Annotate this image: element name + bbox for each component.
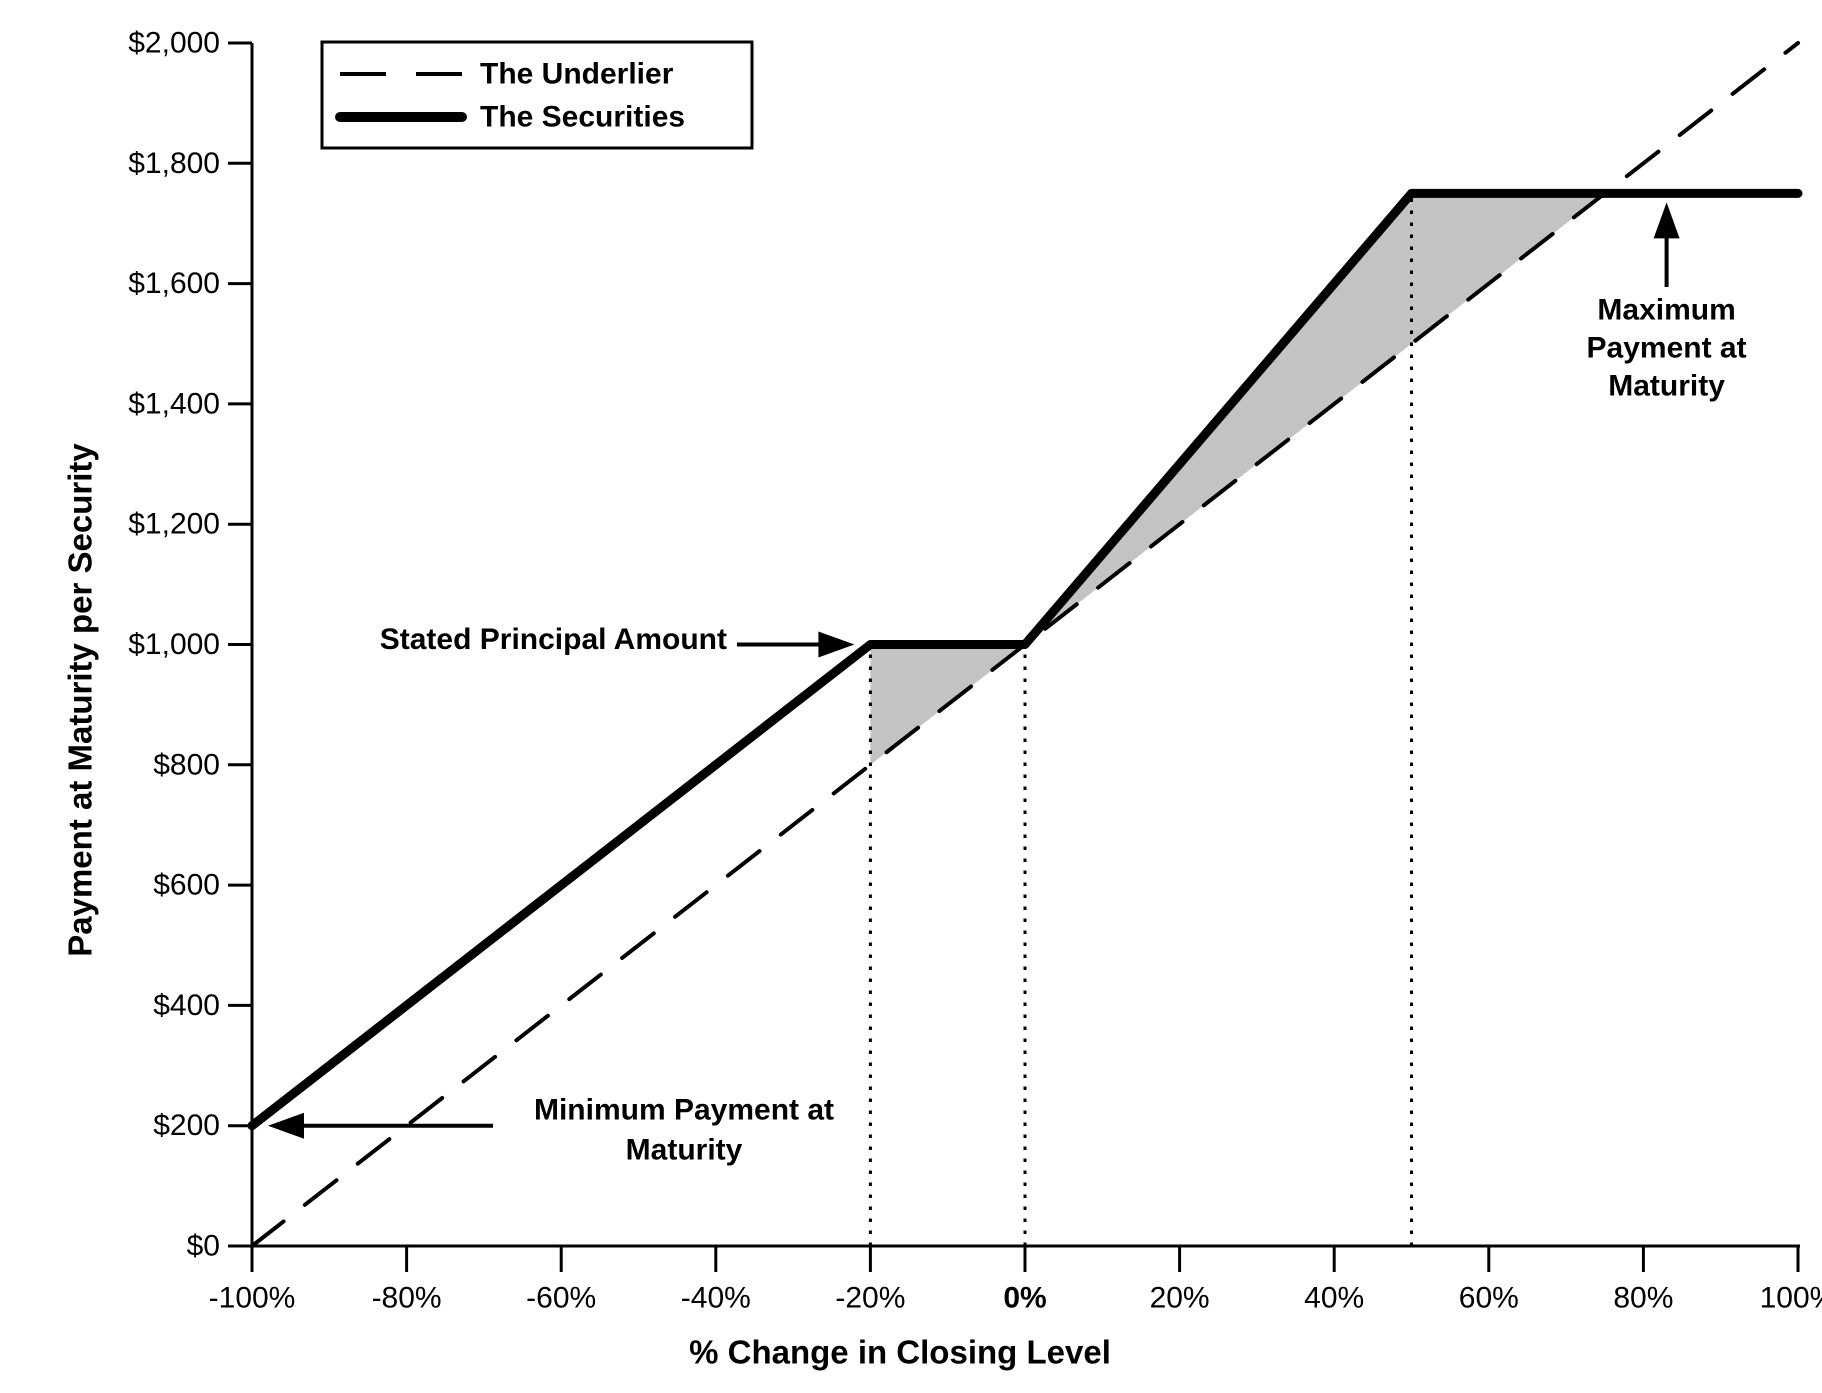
y-tick-label: $400	[153, 989, 220, 1022]
x-tick-label: 100%	[1760, 1282, 1822, 1315]
x-tick-label: 0%	[1003, 1282, 1046, 1315]
y-tick-label: $1,600	[128, 267, 220, 300]
x-tick-label: -60%	[526, 1282, 596, 1315]
annotation-text: Minimum Payment at	[534, 1094, 834, 1127]
x-tick-label: -20%	[835, 1282, 905, 1315]
y-tick-label: $1,000	[128, 628, 220, 661]
x-tick-label: 40%	[1304, 1282, 1364, 1315]
annotation-text: Maximum	[1597, 294, 1735, 327]
y-tick-label: $0	[187, 1230, 220, 1263]
y-tick-label: $600	[153, 869, 220, 902]
y-tick-label: $800	[153, 748, 220, 781]
shaded-region-1	[870, 644, 1025, 765]
annotation-maximum-payment: Maximum Payment at Maturity	[1587, 202, 1747, 403]
y-tick-label: $200	[153, 1109, 220, 1142]
annotation-arrowhead	[818, 631, 855, 658]
annotation-arrowhead	[1653, 202, 1680, 239]
y-tick-label: $1,800	[128, 147, 220, 180]
legend-box	[320, 40, 754, 150]
annotation-text: Payment at	[1587, 332, 1747, 365]
x-tick-label: -80%	[372, 1282, 442, 1315]
y-tick-label: $2,000	[128, 27, 220, 60]
securities-line	[247, 188, 1803, 1131]
annotation-minimum-payment: Minimum Payment at Maturity	[268, 1094, 834, 1167]
y-tick-label: $1,400	[128, 387, 220, 420]
annotation-text: Maturity	[626, 1134, 743, 1167]
annotation-stated-principal: Stated Principal Amount	[380, 623, 855, 658]
annotation-text: Stated Principal Amount	[380, 623, 727, 656]
legend: The Underlier The Securities	[320, 40, 754, 150]
x-tick-label: 80%	[1613, 1282, 1673, 1315]
x-tick-label: -100%	[209, 1282, 296, 1315]
legend-underlier-label: The Underlier	[480, 58, 674, 91]
x-tick-label: -40%	[681, 1282, 751, 1315]
x-axis-title: % Change in Closing Level	[689, 1334, 1111, 1371]
annotation-arrowhead	[268, 1112, 304, 1139]
legend-securities-label: The Securities	[480, 101, 685, 134]
annotation-text: Maturity	[1608, 370, 1725, 403]
x-tick-label: 60%	[1459, 1282, 1519, 1315]
x-tick-label: 20%	[1150, 1282, 1210, 1315]
y-tick-label: $1,200	[128, 508, 220, 541]
y-axis-title: Payment at Maturity per Security	[62, 443, 99, 957]
